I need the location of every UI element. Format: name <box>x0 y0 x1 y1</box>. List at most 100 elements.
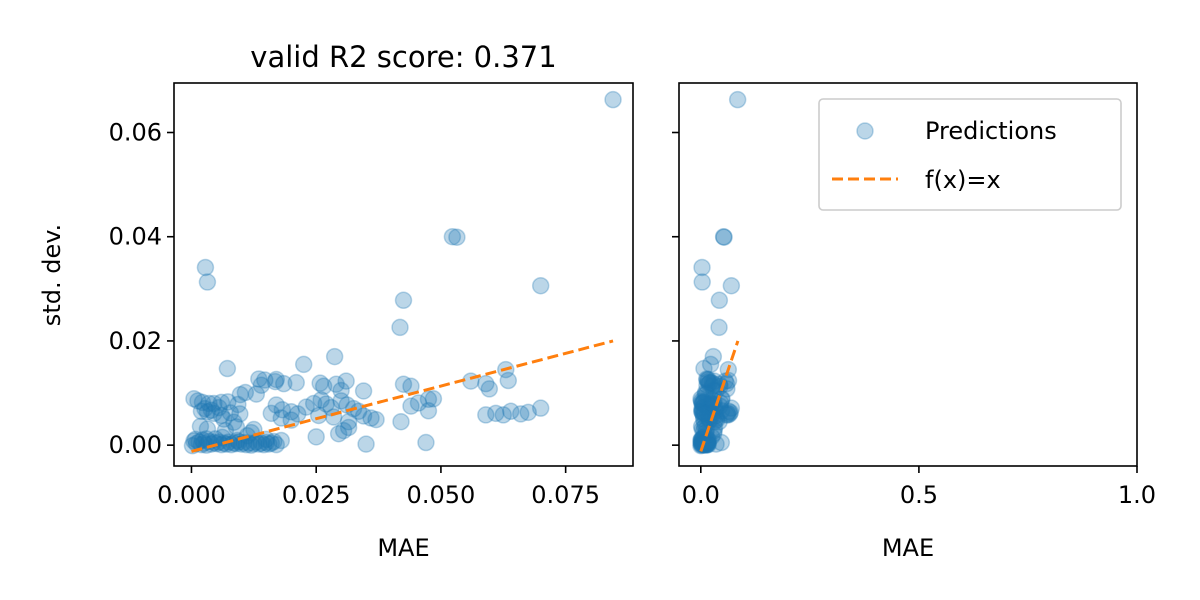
scatter-point <box>231 405 249 423</box>
x-tick-label: 0.075 <box>531 481 600 509</box>
scatter-point <box>699 372 717 391</box>
scatter-point <box>272 431 291 450</box>
scatter-point <box>477 406 495 424</box>
right-x-axis-label: MAE <box>882 534 934 562</box>
scatter-point <box>287 373 305 392</box>
scatter-point <box>693 399 711 418</box>
scatter-point <box>705 372 724 390</box>
scatter-point <box>266 372 285 391</box>
scatter-point <box>267 396 286 414</box>
scatter-point <box>477 374 495 393</box>
scatter-point <box>722 399 741 417</box>
left-fit-line <box>191 339 614 453</box>
scatter-point <box>714 227 733 246</box>
scatter-point <box>240 434 258 452</box>
scatter-point <box>695 359 713 378</box>
scatter-point <box>480 380 499 398</box>
scatter-point <box>707 382 725 400</box>
scatter-point <box>394 375 413 393</box>
scatter-point <box>494 406 513 424</box>
scatter-point <box>334 421 353 440</box>
scatter-point <box>307 428 325 446</box>
left-y-axis: 0.00 0.02 0.04 0.06 <box>109 119 174 459</box>
scatter-point <box>262 434 281 452</box>
scatter-point <box>357 435 375 453</box>
scatter-point <box>392 412 410 431</box>
scatter-point <box>329 424 348 443</box>
scatter-point <box>693 273 711 291</box>
scatter-point <box>519 403 537 422</box>
scatter-point <box>193 393 212 412</box>
scatter-point <box>288 405 307 423</box>
scatter-point <box>332 392 350 410</box>
scatter-point <box>317 395 335 413</box>
scatter-point <box>275 374 293 393</box>
scatter-point <box>262 404 281 423</box>
y-tick-label: 0.06 <box>109 119 162 147</box>
scatter-point <box>502 402 520 421</box>
scatter-point <box>698 371 716 389</box>
scatter-point <box>701 373 719 392</box>
x-tick-label: 1.0 <box>1118 481 1156 509</box>
scatter-point <box>242 436 261 454</box>
scatter-point <box>695 393 713 411</box>
scatter-point <box>267 370 286 389</box>
scatter-point <box>337 372 355 390</box>
scatter-point <box>312 391 330 409</box>
scatter-point <box>367 410 385 429</box>
scatter-point <box>419 390 438 409</box>
scatter-point <box>443 227 462 246</box>
scatter-point <box>704 347 723 366</box>
scatter-point <box>205 394 223 413</box>
scatter-point <box>424 390 443 408</box>
left-x-axis: 0.000 0.025 0.050 0.075 <box>157 466 600 509</box>
scatter-point <box>185 390 203 408</box>
scatter-point <box>191 417 210 436</box>
scatter-point <box>697 385 716 403</box>
scatter-point <box>701 355 720 374</box>
x-tick-label: 0.000 <box>157 481 226 509</box>
scatter-point <box>236 383 255 402</box>
scatter-point <box>391 318 409 337</box>
scatter-point <box>229 395 247 414</box>
scatter-point <box>257 433 276 452</box>
scatter-point <box>693 393 711 412</box>
scatter-point <box>231 385 250 404</box>
scatter-point <box>200 394 218 413</box>
scatter-point <box>252 434 271 452</box>
scatter-point <box>710 291 729 310</box>
scatter-point <box>419 402 438 420</box>
scatter-point <box>698 435 717 453</box>
scatter-point <box>297 398 315 416</box>
scatter-point <box>255 435 273 454</box>
scatter-point <box>314 377 333 396</box>
left-y-axis-label: std. dev. <box>38 224 66 326</box>
fx-line <box>699 340 740 452</box>
scatter-point <box>250 435 268 453</box>
scatter-point <box>719 402 738 421</box>
scatter-point <box>448 228 466 246</box>
scatter-point <box>227 418 246 436</box>
scatter-point <box>193 431 212 449</box>
scatter-point <box>294 355 313 374</box>
scatter-point <box>604 90 622 109</box>
legend: Predictions f(x)=x <box>818 98 1122 211</box>
left-subplot-title: valid R2 score: 0.371 <box>250 40 556 74</box>
left-x-axis-label: MAE <box>377 534 429 562</box>
scatter-point <box>215 410 233 428</box>
scatter-point <box>272 409 291 427</box>
scatter-point <box>698 376 716 394</box>
scatter-point <box>185 432 203 450</box>
right-y-axis <box>672 131 679 446</box>
scatter-point <box>267 435 286 454</box>
scatter-point <box>702 394 721 413</box>
scatter-point <box>712 433 731 452</box>
scatter-point <box>718 404 737 423</box>
y-tick-label: 0.02 <box>109 327 162 355</box>
scatter-point <box>232 435 251 453</box>
x-tick-label: 0.050 <box>407 481 476 509</box>
scatter-point <box>717 406 736 424</box>
scatter-point <box>362 409 380 427</box>
scatter-point <box>212 406 231 425</box>
scatter-point <box>339 412 358 431</box>
